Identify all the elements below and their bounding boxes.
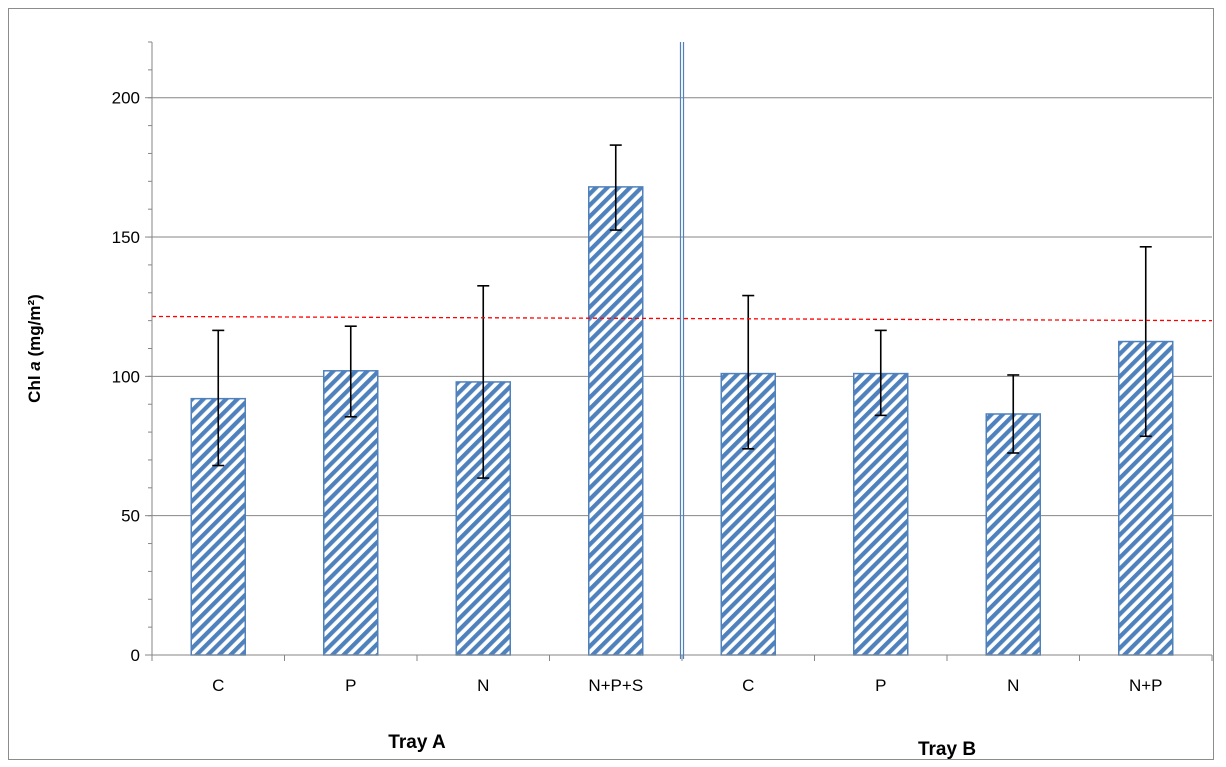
- reference-line: [151, 315, 1213, 322]
- y-tick-label: 0: [131, 646, 140, 665]
- x-category-label: N+P: [1129, 676, 1163, 695]
- bar: [985, 413, 1041, 656]
- x-category-label: N: [477, 676, 489, 695]
- x-category-label: N+P+S: [588, 676, 643, 695]
- x-category-label: P: [875, 676, 886, 695]
- y-axis-title: Chl a (mg/m²): [25, 294, 44, 403]
- y-axis-title-part: Chl: [25, 371, 44, 403]
- bar: [323, 370, 379, 656]
- x-category-label: N: [1007, 676, 1019, 695]
- y-axis-title-part: a: [25, 361, 44, 370]
- bars: [151, 144, 1213, 656]
- y-tick-label: 150: [112, 228, 140, 247]
- group-label: Tray B: [918, 739, 976, 760]
- x-category-label: C: [742, 676, 754, 695]
- y-tick-label: 100: [112, 367, 140, 386]
- axes: [145, 41, 1213, 661]
- y-tick-label: 50: [121, 507, 140, 526]
- gridlines: [152, 97, 1212, 517]
- x-category-label: P: [345, 676, 356, 695]
- x-category-label: C: [212, 676, 224, 695]
- group-label: Tray A: [388, 732, 446, 753]
- y-tick-label: 200: [112, 89, 140, 108]
- labels: 0 50 100 150 200 C P N N+P+S C P N N+P Tray A Tray B Ch…: [25, 89, 1163, 760]
- bar: [588, 186, 644, 656]
- y-axis-title-part: (mg/m²): [25, 294, 44, 361]
